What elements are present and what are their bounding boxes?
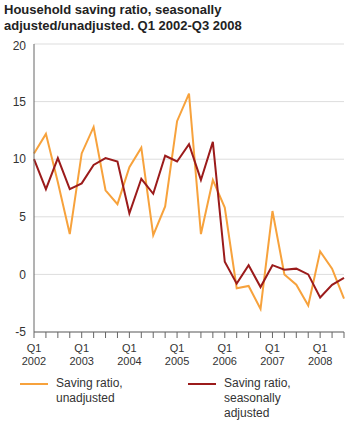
html-text:Saving ratio, seasonally adjus: Saving ratio, seasonally adjusted	[224, 376, 291, 420]
svg-text:Q12006: Q12006	[213, 342, 237, 367]
html-text:Household saving ratio, season: Household saving ratio, seasonally adjus…	[4, 2, 242, 33]
svg-text:-5: -5	[15, 325, 26, 339]
html-text:Saving ratio, unadjusted: Saving ratio, unadjusted	[56, 376, 123, 405]
svg-text:20: 20	[13, 39, 27, 53]
svg-text:Q12007: Q12007	[260, 342, 284, 367]
svg-text:0: 0	[19, 268, 26, 282]
svg-text:Q12008: Q12008	[308, 342, 332, 367]
svg-text:Q12004: Q12004	[117, 342, 141, 367]
svg-text:5: 5	[19, 210, 26, 224]
svg-text:Q12005: Q12005	[165, 342, 189, 367]
svg-text:10: 10	[13, 152, 27, 166]
svg-text:15: 15	[13, 95, 27, 109]
svg-text:Q12003: Q12003	[69, 342, 93, 367]
svg-text:Q12002: Q12002	[22, 342, 46, 367]
